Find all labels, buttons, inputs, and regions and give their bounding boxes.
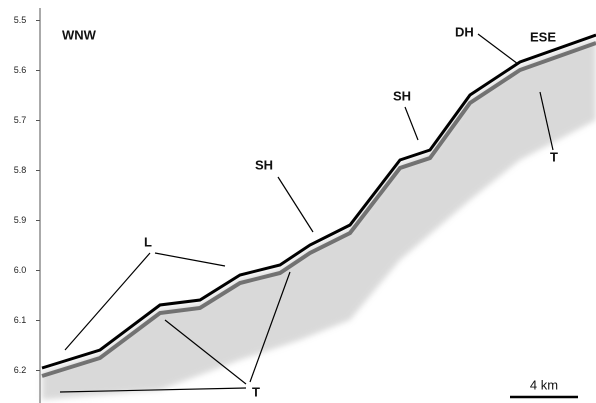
y-tick-label: 5.6 — [14, 65, 27, 75]
seismic-image — [42, 35, 596, 400]
label-l: L — [144, 234, 152, 249]
y-tick-label: 5.7 — [14, 115, 27, 125]
label-t: T — [252, 384, 260, 399]
y-tick-label: 5.9 — [14, 215, 27, 225]
y-tick-label: 5.8 — [14, 165, 27, 175]
label-sh: SH — [255, 157, 273, 172]
label-east: ESE — [530, 29, 556, 44]
sediment-layers — [42, 39, 596, 400]
scale-label: 4 km — [530, 377, 558, 392]
y-tick-label: 6.1 — [14, 315, 27, 325]
page: WNW DH ESE SH SH L T T 4 km 5.5 5.6 5.7 5.8… — [0, 0, 596, 403]
label-sh: SH — [393, 88, 411, 103]
profile-figure: WNW DH ESE SH SH L T T 4 km 5.5 5.6 5.7 5.8… — [0, 0, 596, 403]
y-tick-label: 6.2 — [14, 365, 27, 375]
label-west: WNW — [62, 27, 97, 42]
y-tick-label: 6.0 — [14, 265, 27, 275]
label-t: T — [550, 149, 558, 164]
label-dh: DH — [455, 24, 474, 39]
y-tick-label: 5.5 — [14, 15, 27, 25]
